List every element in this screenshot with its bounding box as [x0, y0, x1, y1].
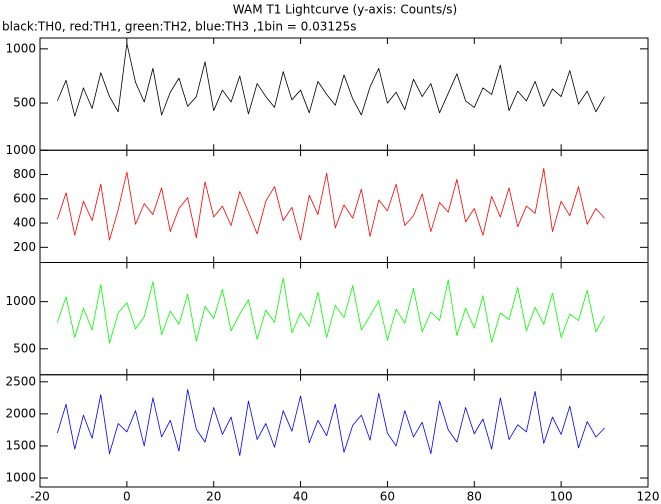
x-tick-label: 40 — [293, 490, 308, 504]
y-tick-label: 2000 — [5, 406, 36, 420]
y-tick-label: 500 — [13, 341, 36, 355]
x-tick-label: 0 — [123, 490, 131, 504]
y-tick-label: 800 — [13, 167, 36, 181]
x-tick-label: 20 — [206, 490, 221, 504]
x-tick-label: 120 — [637, 490, 660, 504]
y-tick-label: 600 — [13, 191, 36, 205]
line-series — [56, 277, 605, 344]
panel-frame — [39, 262, 649, 376]
y-tick-label: 1000 — [5, 143, 36, 157]
chart-title: WAM T1 Lightcurve (y-axis: Counts/s) — [233, 3, 457, 17]
line-series — [56, 168, 605, 241]
y-tick-label: 1000 — [5, 41, 36, 55]
x-tick-label: -20 — [30, 490, 50, 504]
panel-frame — [39, 37, 649, 151]
y-tick-label: 1000 — [5, 471, 36, 485]
x-tick-label: 80 — [467, 490, 482, 504]
y-tick-label: 400 — [13, 216, 36, 230]
x-tick-label: 100 — [550, 490, 573, 504]
y-tick-label: 200 — [13, 240, 36, 254]
panel-frame — [39, 374, 649, 488]
line-series — [56, 389, 605, 456]
y-tick-label: 500 — [13, 96, 36, 110]
line-series — [57, 43, 605, 117]
panel-frame — [39, 149, 649, 263]
chart-subtitle: black:TH0, red:TH1, green:TH2, blue:TH3 … — [2, 20, 357, 34]
y-tick-label: 2500 — [5, 374, 36, 388]
y-tick-label: 1000 — [5, 294, 36, 308]
y-tick-label: 1500 — [5, 438, 36, 452]
x-tick-label: 60 — [380, 490, 395, 504]
